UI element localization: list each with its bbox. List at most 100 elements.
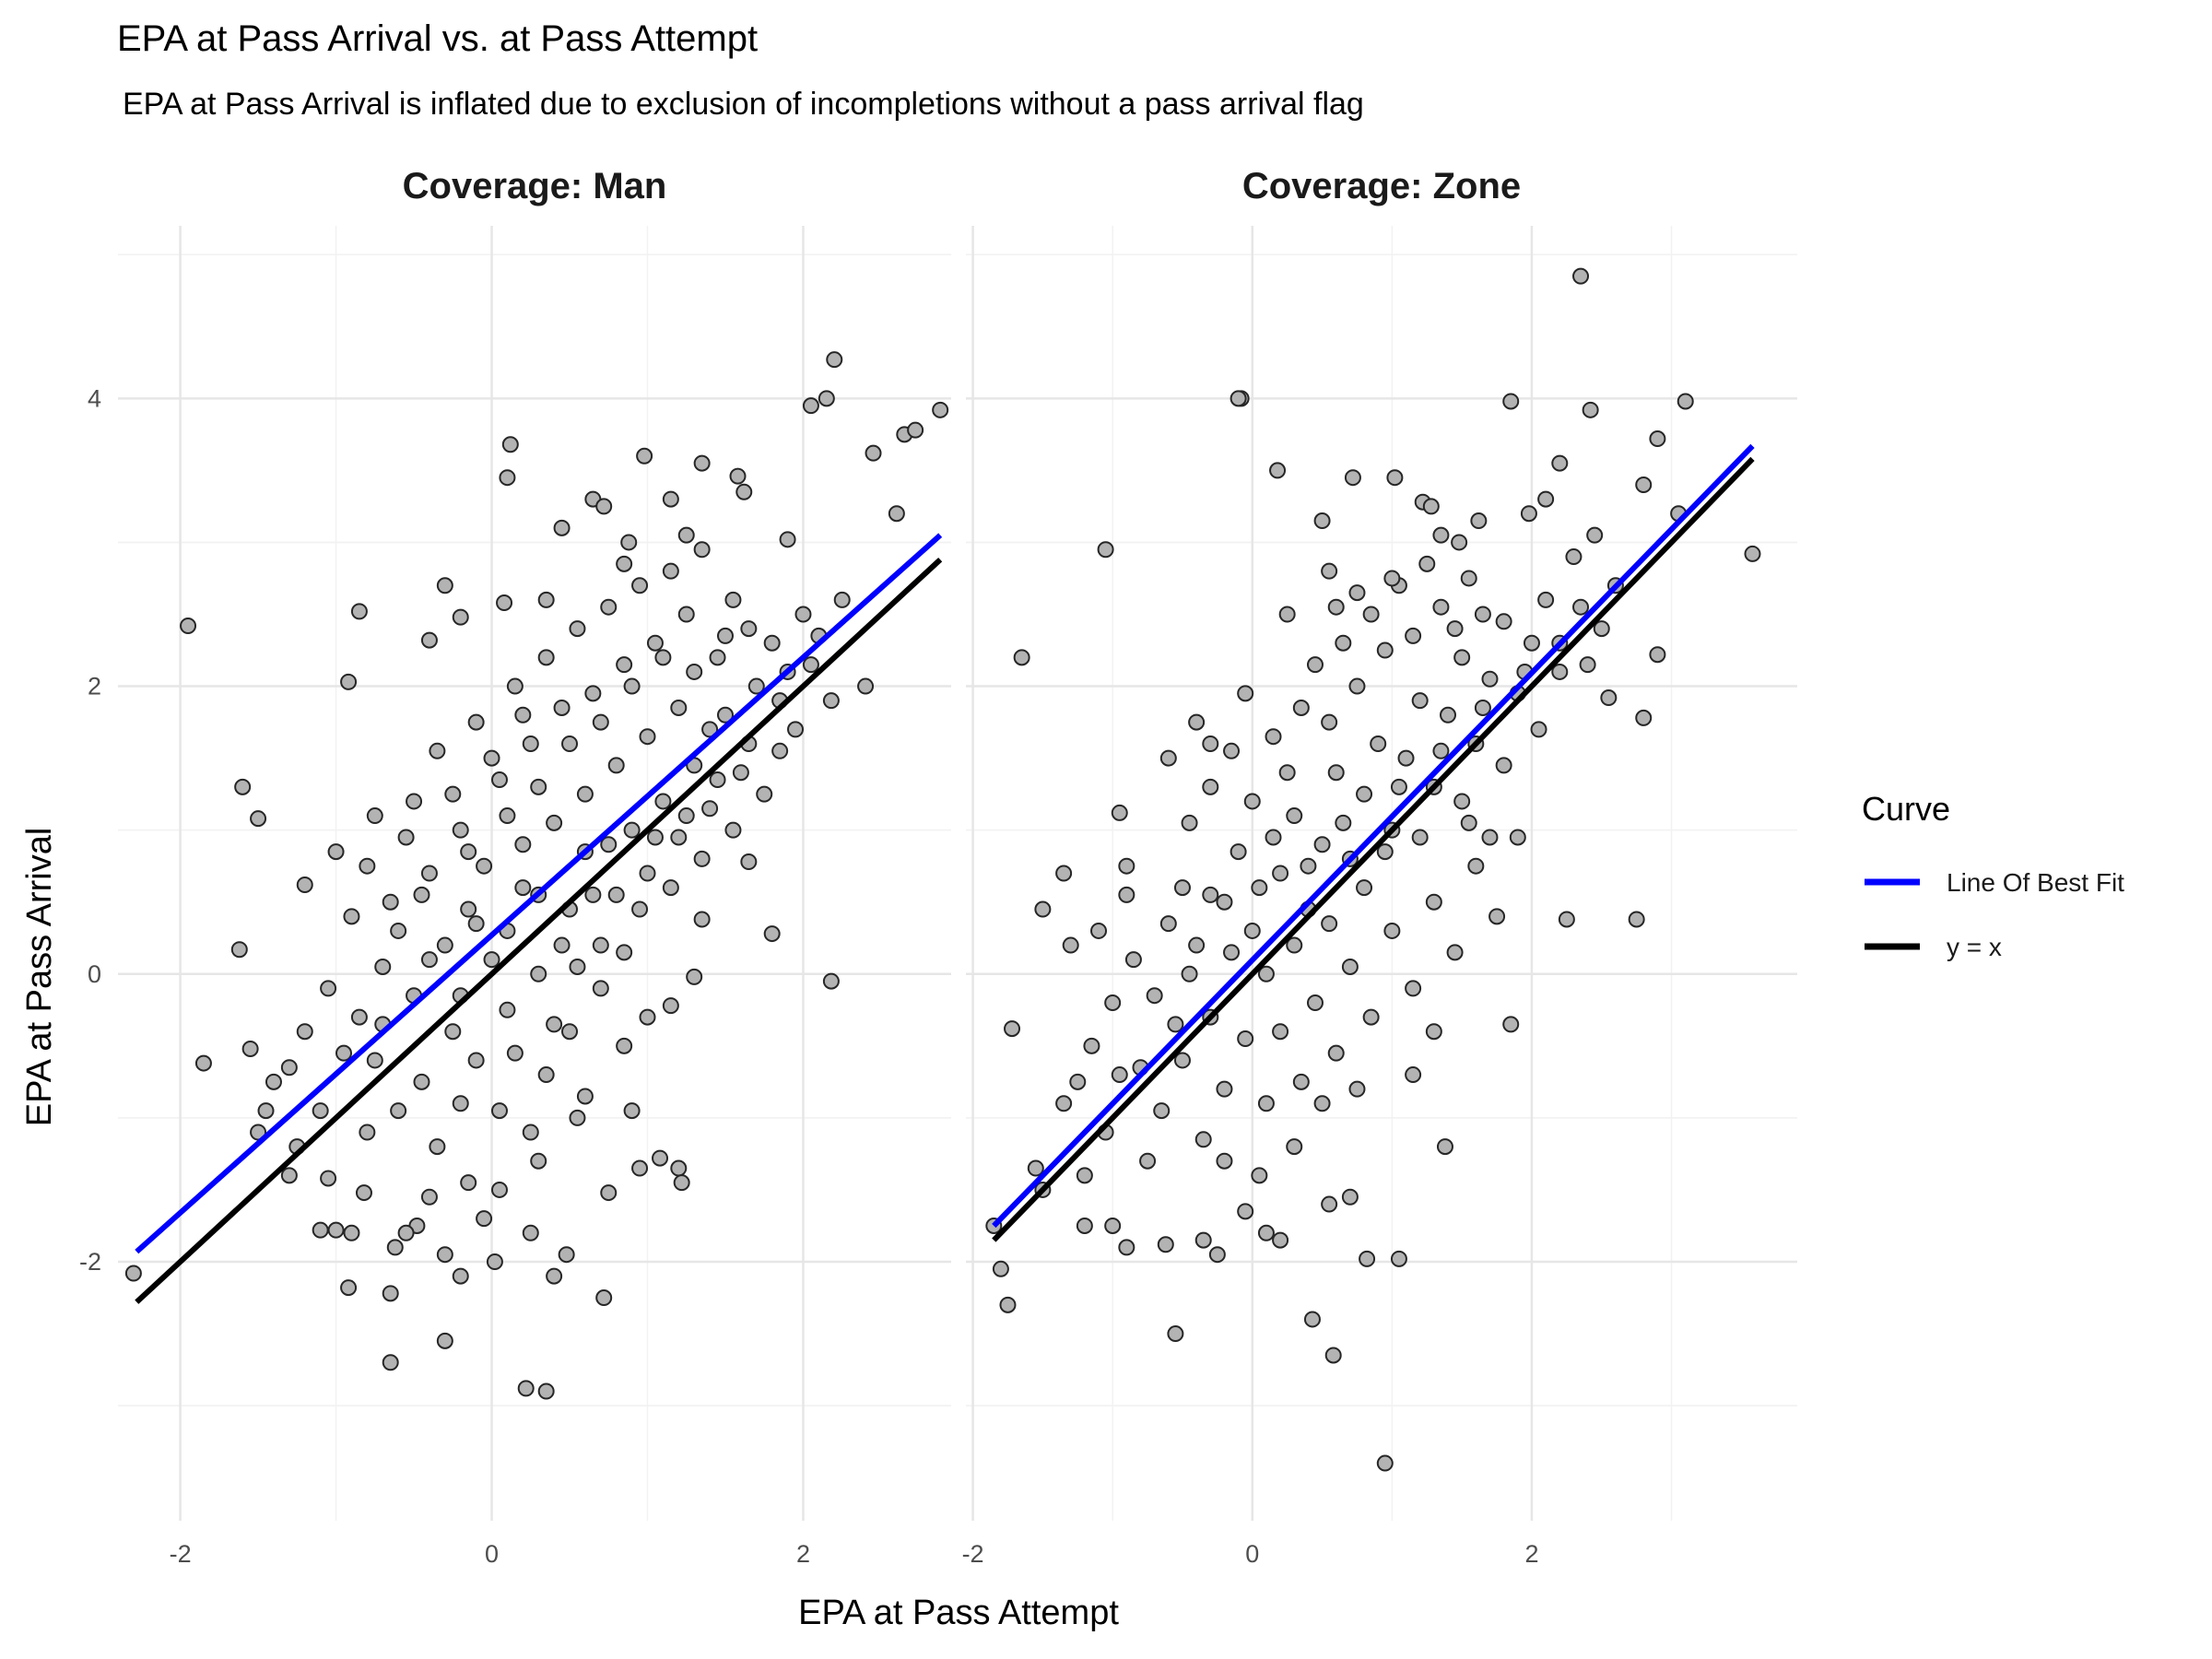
data-point xyxy=(467,1052,485,1069)
data-point xyxy=(460,1174,477,1192)
legend: Curve Line Of Best Fit y = x xyxy=(1862,790,2124,961)
data-point xyxy=(386,1239,404,1256)
data-point xyxy=(616,555,633,572)
data-point xyxy=(1167,1325,1184,1343)
data-point xyxy=(452,1267,469,1285)
data-point xyxy=(1257,965,1275,982)
legend-title: Curve xyxy=(1862,790,1950,828)
data-point xyxy=(1362,1008,1380,1026)
data-point xyxy=(312,1221,329,1239)
data-point xyxy=(194,1054,212,1072)
data-point xyxy=(1313,512,1331,530)
y-tick-label: 2 xyxy=(88,673,101,700)
data-point xyxy=(561,1023,579,1041)
data-point xyxy=(460,843,477,861)
data-point xyxy=(390,922,407,939)
data-point xyxy=(1208,1246,1226,1264)
data-point xyxy=(1055,1095,1073,1112)
data-point xyxy=(662,997,679,1015)
data-point xyxy=(1313,836,1331,853)
data-point xyxy=(654,793,672,810)
data-point xyxy=(1558,911,1575,928)
data-point xyxy=(576,1088,594,1105)
data-point xyxy=(1327,598,1345,616)
data-point xyxy=(1251,879,1268,897)
data-point xyxy=(506,1044,524,1062)
y-tick-label: 4 xyxy=(88,384,101,412)
data-point xyxy=(1124,951,1142,969)
data-point xyxy=(716,706,734,724)
data-point xyxy=(467,915,485,933)
data-point xyxy=(1335,634,1352,652)
data-point xyxy=(1446,944,1464,961)
data-point xyxy=(1076,1167,1093,1184)
data-point xyxy=(1216,1080,1233,1098)
data-point xyxy=(1321,562,1338,580)
data-point xyxy=(1537,591,1555,608)
data-point xyxy=(1027,1159,1044,1177)
data-point xyxy=(771,742,789,759)
data-point xyxy=(686,968,703,985)
data-point xyxy=(530,778,547,795)
data-point xyxy=(257,1102,275,1120)
data-point xyxy=(265,1073,282,1090)
data-point xyxy=(382,1285,399,1302)
data-point xyxy=(1069,1073,1087,1090)
data-point xyxy=(907,421,924,439)
data-point xyxy=(1376,1454,1394,1472)
data-point xyxy=(1586,526,1604,544)
data-point xyxy=(670,699,688,716)
data-point xyxy=(335,1044,353,1062)
facet-strip-label: Coverage: Zone xyxy=(1242,166,1521,206)
data-point xyxy=(250,810,267,828)
data-point xyxy=(716,627,734,644)
data-point xyxy=(833,591,851,608)
data-point xyxy=(1286,807,1303,825)
data-point xyxy=(1216,893,1233,911)
data-point xyxy=(320,980,337,997)
data-point xyxy=(1230,390,1247,407)
data-point xyxy=(662,490,679,508)
best-fit-line xyxy=(992,443,1755,1229)
data-point xyxy=(600,1184,618,1202)
data-point xyxy=(1202,735,1219,752)
data-point xyxy=(735,483,753,500)
data-point xyxy=(1272,1231,1289,1249)
data-point xyxy=(1321,713,1338,731)
data-point xyxy=(420,951,438,969)
data-point xyxy=(1572,267,1590,285)
data-point xyxy=(1083,1037,1100,1054)
data-point xyxy=(1173,879,1191,897)
data-point xyxy=(787,721,805,738)
legend-label-identity: y = x xyxy=(1947,933,2002,961)
data-point xyxy=(724,821,742,839)
data-point xyxy=(1324,1347,1342,1364)
x-tick-label: 0 xyxy=(1245,1540,1259,1568)
data-point xyxy=(592,980,609,997)
data-point xyxy=(1344,469,1361,487)
data-point xyxy=(429,742,446,759)
data-point xyxy=(537,591,555,608)
data-point xyxy=(1321,915,1338,933)
data-point xyxy=(1551,663,1569,680)
data-point xyxy=(1422,498,1440,515)
data-point xyxy=(312,1102,329,1120)
data-point xyxy=(506,677,524,695)
data-point xyxy=(1313,1095,1331,1112)
data-point xyxy=(1223,742,1241,759)
data-point xyxy=(932,401,949,418)
data-point xyxy=(1188,713,1206,731)
data-point xyxy=(620,534,638,551)
data-point xyxy=(1474,606,1491,623)
data-point xyxy=(1097,541,1114,559)
data-point xyxy=(280,1167,298,1184)
data-point xyxy=(374,958,392,975)
data-point xyxy=(818,390,835,407)
data-point xyxy=(1467,857,1485,875)
data-point xyxy=(677,526,695,544)
facet-panels: -2 0 2 4 -2 0 2 Coverage: Man -2 0 2 Coverage: Zone xyxy=(79,166,1797,1568)
data-point xyxy=(241,1040,259,1057)
data-point xyxy=(1628,911,1645,928)
data-point xyxy=(397,1224,415,1241)
